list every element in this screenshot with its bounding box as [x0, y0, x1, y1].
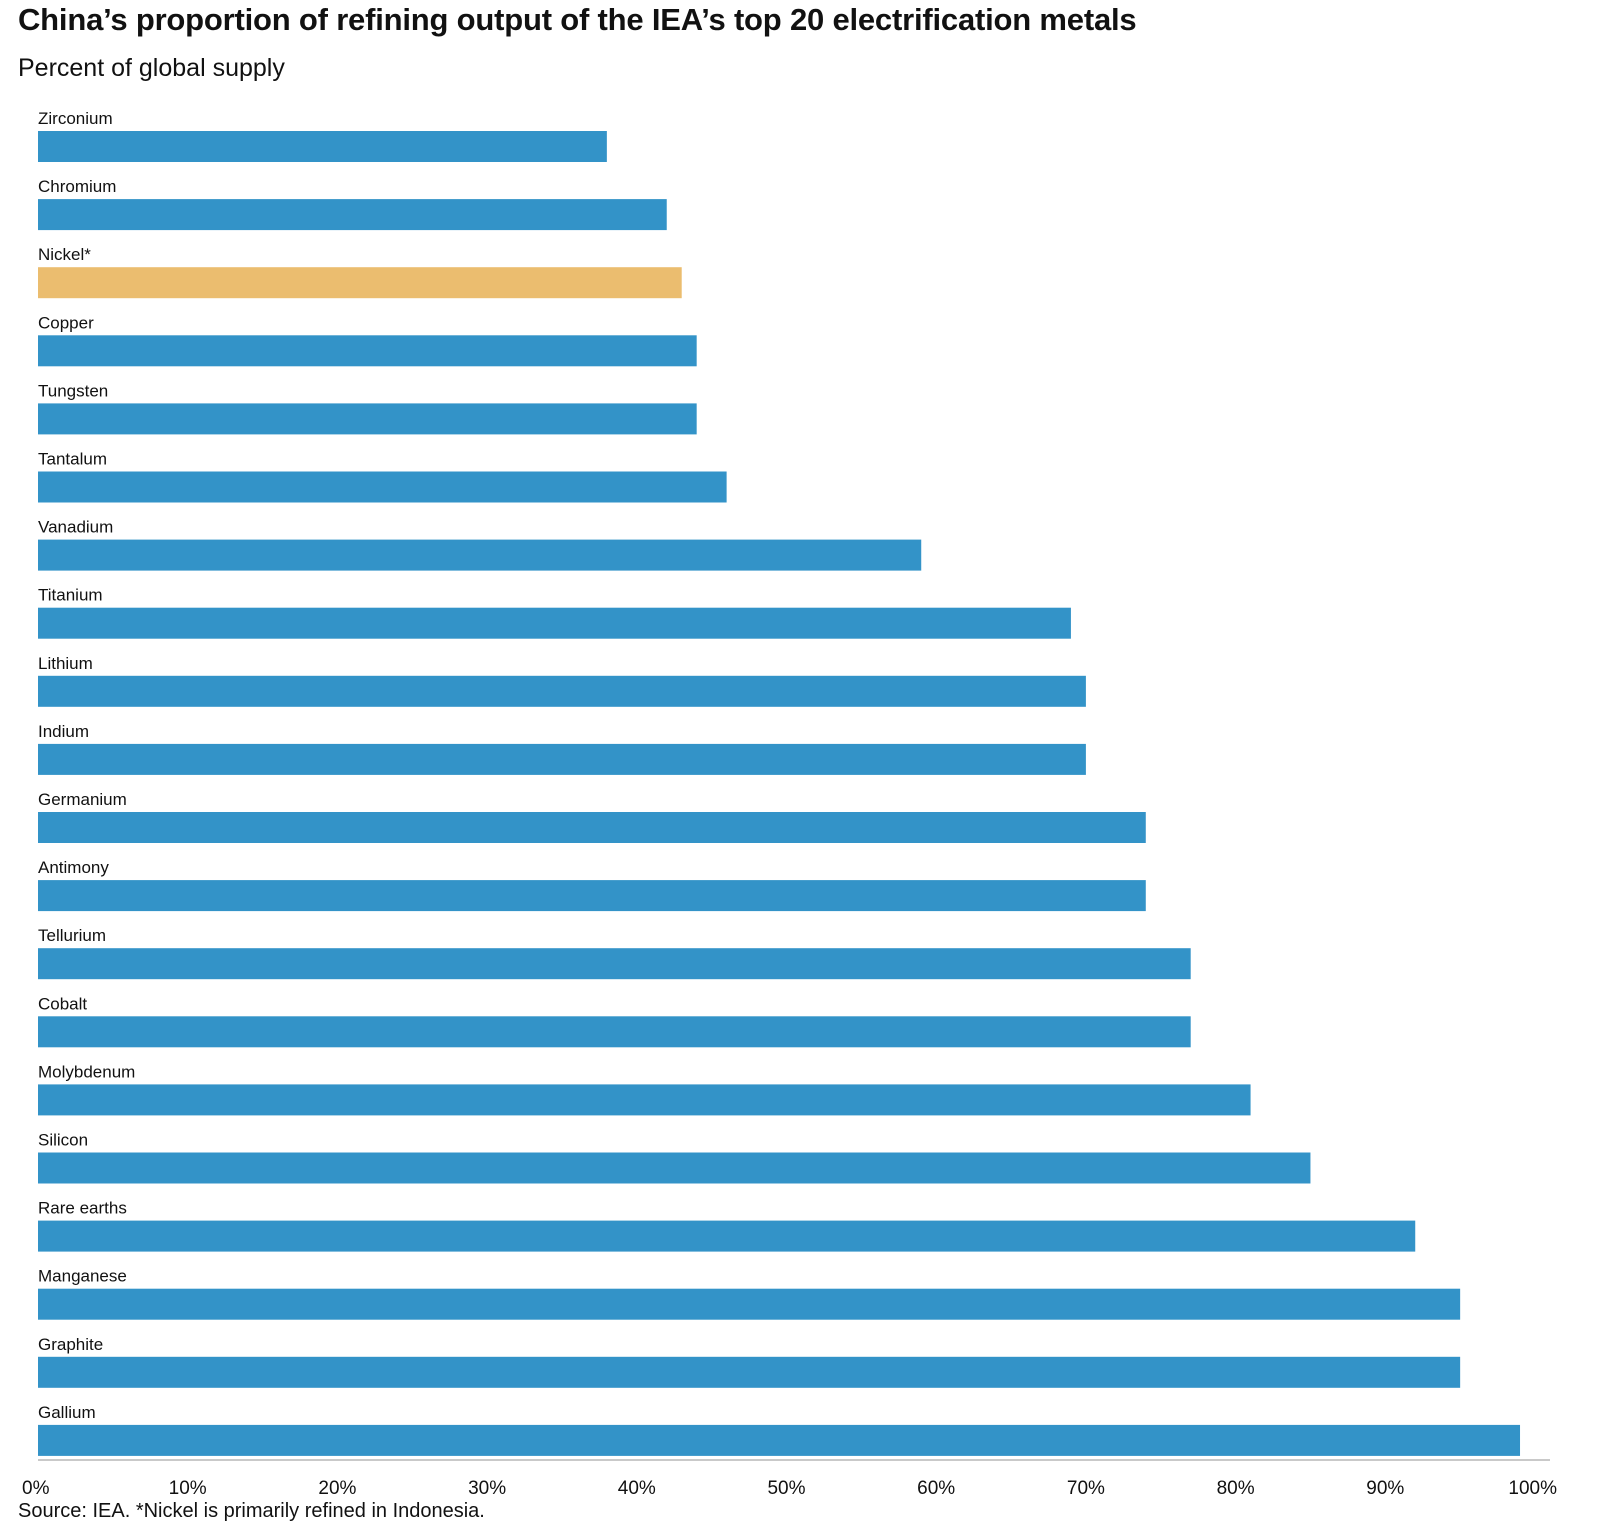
x-tick-label-0: 0%: [22, 1478, 50, 1499]
bar-tellurium: [38, 948, 1191, 980]
x-tick-label-90: 90%: [1366, 1478, 1404, 1499]
bar-antimony: [38, 880, 1146, 912]
category-label-manganese: Manganese: [38, 1267, 127, 1286]
bar-manganese: [38, 1288, 1461, 1320]
category-label-vanadium: Vanadium: [38, 518, 113, 537]
category-label-tungsten: Tungsten: [38, 381, 108, 400]
bar-rare-earths: [38, 1220, 1416, 1252]
bar-vanadium: [38, 539, 922, 571]
category-label-lithium: Lithium: [38, 654, 93, 673]
source-note: Source: IEA. *Nickel is primarily refine…: [18, 1500, 485, 1522]
bar-molybdenum: [38, 1084, 1251, 1116]
x-tick-label-80: 80%: [1217, 1478, 1255, 1499]
category-label-copper: Copper: [38, 313, 94, 332]
x-tick-label-10: 10%: [169, 1478, 207, 1499]
x-tick-label-70: 70%: [1067, 1478, 1105, 1499]
x-tick-label-100: 100%: [1508, 1478, 1557, 1499]
bar-gallium: [38, 1424, 1521, 1456]
x-tick-label-50: 50%: [767, 1478, 805, 1499]
x-tick-label-60: 60%: [917, 1478, 955, 1499]
bar-tungsten: [38, 403, 697, 435]
bar-germanium: [38, 812, 1146, 843]
x-tick-label-40: 40%: [618, 1478, 656, 1499]
bar-lithium: [38, 675, 1086, 707]
bar-zirconium: [38, 131, 607, 162]
bar-nickel: [38, 267, 682, 299]
bar-tantalum: [38, 471, 727, 503]
bar-chromium: [38, 199, 667, 231]
bar-titanium: [38, 607, 1071, 639]
category-label-chromium: Chromium: [38, 177, 116, 196]
category-label-cobalt: Cobalt: [38, 994, 87, 1013]
category-label-gallium: Gallium: [38, 1403, 96, 1422]
category-label-zirconium: Zirconium: [38, 109, 113, 128]
category-label-germanium: Germanium: [38, 790, 127, 809]
x-tick-label-30: 30%: [468, 1478, 506, 1499]
category-label-nickel: Nickel*: [38, 245, 91, 264]
category-label-indium: Indium: [38, 722, 89, 741]
bar-chart: Zirconium Chromium Nickel* Copper Tungsten Ta…: [22, 109, 1557, 1499]
category-label-silicon: Silicon: [38, 1131, 88, 1150]
chart-subtitle: Percent of global supply: [18, 54, 285, 82]
chart-title: China’s proportion of refining output of…: [18, 2, 1137, 37]
bar-indium: [38, 743, 1086, 775]
bar-graphite: [38, 1356, 1461, 1388]
category-label-tantalum: Tantalum: [38, 450, 107, 469]
category-label-titanium: Titanium: [38, 586, 103, 605]
category-label-rare-earths: Rare earths: [38, 1199, 127, 1218]
bar-cobalt: [38, 1016, 1191, 1048]
category-label-tellurium: Tellurium: [38, 926, 106, 945]
bar-copper: [38, 335, 697, 367]
category-label-graphite: Graphite: [38, 1335, 103, 1354]
bar-silicon: [38, 1152, 1311, 1184]
category-label-antimony: Antimony: [38, 858, 109, 877]
x-tick-label-20: 20%: [318, 1478, 356, 1499]
category-label-molybdenum: Molybdenum: [38, 1062, 135, 1081]
